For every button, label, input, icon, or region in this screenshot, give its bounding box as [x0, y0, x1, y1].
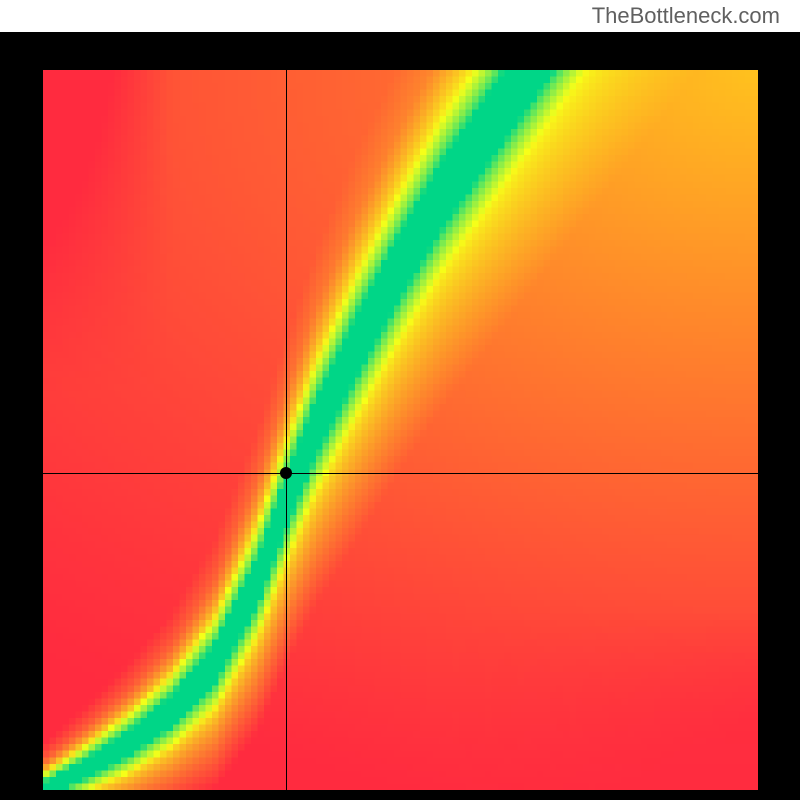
plot-black-panel — [0, 32, 800, 800]
crosshair-vertical — [286, 70, 287, 790]
crosshair-horizontal — [43, 473, 758, 474]
marker-dot — [280, 467, 292, 479]
watermark-text: TheBottleneck.com — [592, 0, 800, 32]
chart-root: TheBottleneck.com — [0, 0, 800, 800]
heatmap-canvas — [43, 70, 758, 790]
